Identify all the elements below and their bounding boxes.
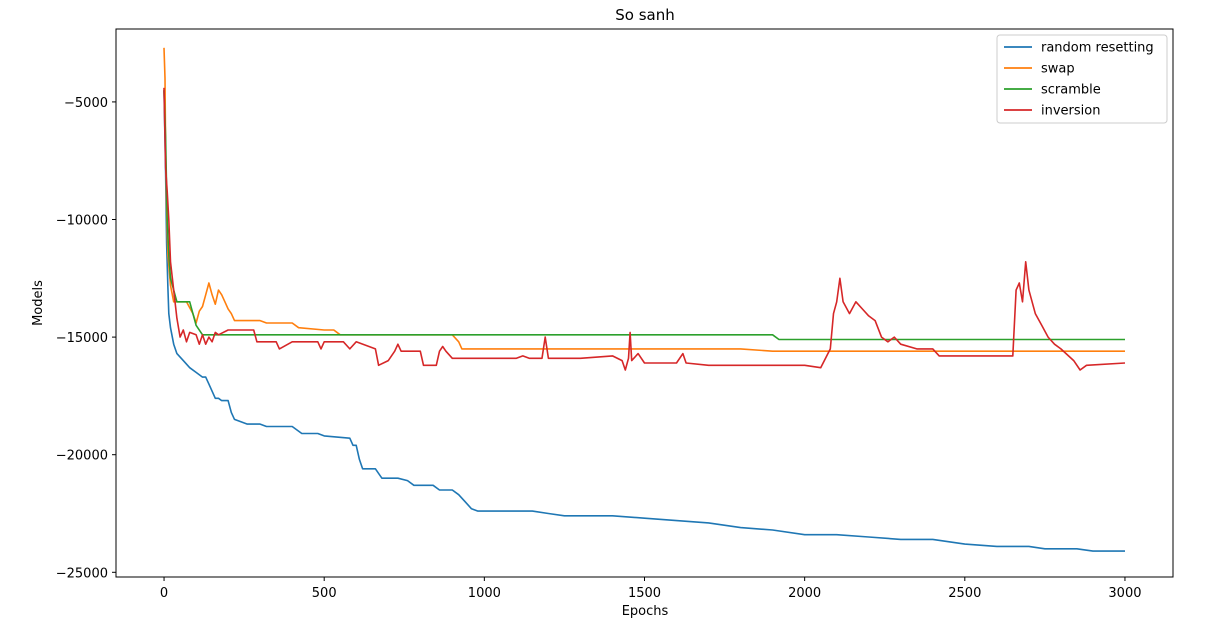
x-tick-label: 500 — [312, 586, 337, 601]
y-axis-label: Models — [31, 280, 46, 326]
y-tick-label: −5000 — [64, 96, 108, 111]
x-axis: 0 500 1000 1500 2000 2500 3000 — [160, 577, 1142, 601]
x-tick-label: 3000 — [1108, 586, 1141, 601]
legend-label: swap — [1041, 62, 1075, 77]
series-line-scramble — [163, 90, 1125, 341]
chart-title: So sanh — [615, 6, 675, 24]
y-tick-label: −10000 — [56, 214, 108, 229]
x-tick-label: 2500 — [948, 586, 981, 601]
series-line-swap — [163, 47, 1125, 352]
y-tick-label: −25000 — [56, 566, 108, 581]
x-tick-label: 0 — [160, 586, 168, 601]
series-line-random-resetting — [163, 90, 1125, 552]
y-axis: −5000 −10000 −15000 −20000 −25000 — [56, 96, 116, 581]
legend-label: inversion — [1041, 104, 1100, 119]
legend: random resetting swap scramble inversion — [996, 34, 1168, 124]
legend-label: scramble — [1041, 83, 1101, 98]
legend-label: random resetting — [1041, 41, 1154, 56]
plot-area — [163, 47, 1126, 552]
y-tick-label: −15000 — [56, 331, 108, 346]
series-line-inversion — [163, 87, 1126, 371]
x-tick-label: 1000 — [468, 586, 501, 601]
x-tick-label: 1500 — [628, 586, 661, 601]
legend-box — [996, 34, 1168, 124]
y-tick-label: −20000 — [56, 449, 108, 464]
x-axis-label: Epochs — [622, 604, 669, 619]
x-tick-label: 2000 — [788, 586, 821, 601]
